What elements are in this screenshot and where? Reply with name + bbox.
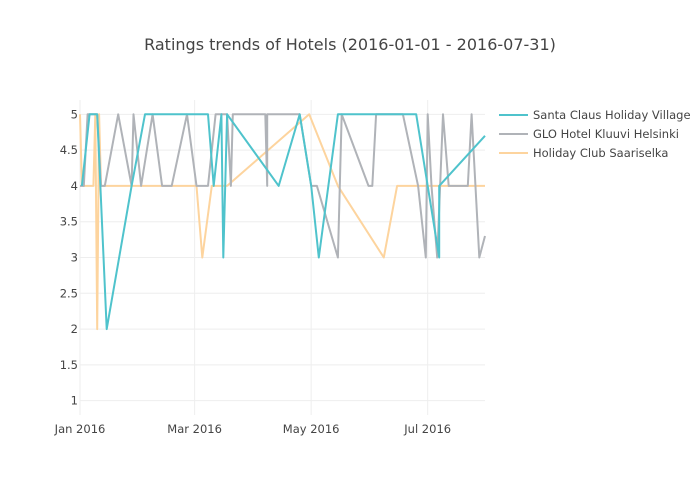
series-layer (79, 113, 486, 331)
legend-label: Holiday Club Saariselka (533, 146, 668, 160)
series-line-2 (79, 113, 485, 331)
grid-layer (79, 100, 485, 415)
series-line-1 (80, 113, 486, 259)
y-tick-label: 3.5 (60, 215, 78, 229)
x-tick-label: May 2016 (283, 422, 340, 436)
legend-item[interactable]: Santa Claus Holiday Village (499, 108, 691, 122)
y-tick-label: 5 (71, 107, 78, 121)
y-tick-layer: 1 1.5 2 2.5 3 3.5 4 4.5 5 (60, 107, 78, 407)
y-tick-label: 3 (71, 251, 78, 265)
legend[interactable]: Santa Claus Holiday Village GLO Hotel Klu… (499, 108, 691, 160)
y-tick-label: 4 (71, 179, 78, 193)
x-tick-label: Jul 2016 (403, 422, 451, 436)
y-tick-label: 1.5 (60, 358, 78, 372)
legend-item[interactable]: GLO Hotel Kluuvi Helsinki (499, 127, 679, 141)
x-tick-layer: Jan 2016 Mar 2016 May 2016 Jul 2016 (54, 422, 451, 436)
y-tick-label: 2.5 (60, 286, 78, 300)
y-tick-label: 2 (71, 322, 78, 336)
y-tick-label: 4.5 (60, 143, 78, 157)
chart-title: Ratings trends of Hotels (2016-01-01 - 2… (144, 35, 556, 54)
y-tick-label: 1 (71, 394, 78, 408)
legend-label: Santa Claus Holiday Village (533, 108, 691, 122)
x-tick-label: Mar 2016 (167, 422, 222, 436)
legend-item[interactable]: Holiday Club Saariselka (499, 146, 668, 160)
legend-label: GLO Hotel Kluuvi Helsinki (533, 127, 679, 141)
x-tick-label: Jan 2016 (54, 422, 106, 436)
series-line-0 (80, 113, 486, 331)
